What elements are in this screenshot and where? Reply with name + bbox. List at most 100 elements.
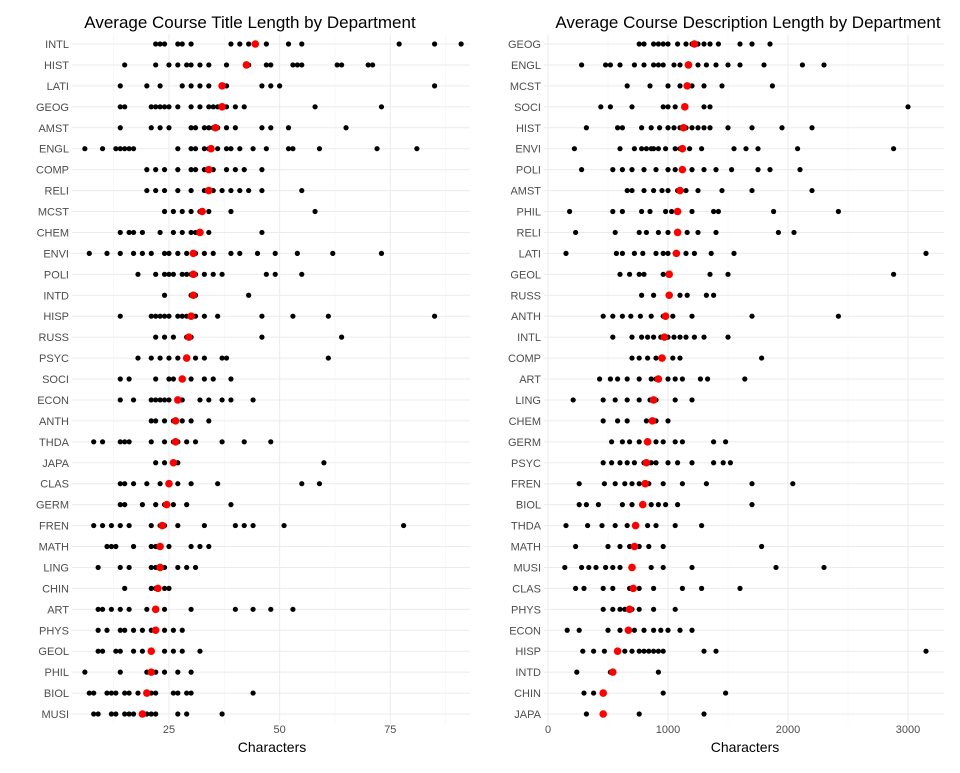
data-point [144, 167, 150, 173]
data-point [655, 229, 662, 236]
data-point [639, 334, 645, 340]
data-point [695, 187, 701, 194]
data-point [153, 167, 159, 173]
data-point [117, 502, 123, 508]
data-point [117, 229, 123, 236]
data-point [122, 104, 128, 110]
data-point [192, 125, 199, 131]
data-point [617, 606, 623, 612]
mean-point [165, 479, 173, 488]
y-tick-label: PSYC [511, 458, 541, 470]
mean-point [218, 103, 226, 111]
data-point [648, 502, 654, 508]
data-point [749, 187, 755, 194]
data-point [769, 83, 776, 89]
data-point [179, 418, 185, 424]
x-tick-label: 2000 [776, 724, 800, 736]
data-point [562, 564, 568, 571]
data-point [343, 125, 349, 131]
data-point [653, 522, 659, 529]
mean-point [599, 689, 607, 697]
data-point [687, 146, 693, 152]
data-point [192, 167, 199, 173]
data-point [723, 439, 729, 445]
data-point [148, 250, 154, 256]
data-point [612, 229, 618, 236]
data-point [254, 250, 261, 256]
y-tick-label: MUSI [514, 562, 542, 574]
data-point [655, 502, 662, 508]
data-point [201, 250, 207, 256]
data-point [188, 690, 194, 696]
data-point [595, 502, 602, 508]
data-point [677, 62, 683, 68]
data-point [219, 397, 225, 403]
data-point [299, 271, 305, 277]
data-point [290, 313, 296, 319]
data-point [665, 418, 671, 424]
data-point [210, 376, 216, 382]
data-point [285, 125, 292, 131]
data-point [617, 543, 623, 550]
mean-point [648, 417, 657, 425]
data-point [232, 606, 238, 612]
data-point [619, 208, 626, 215]
data-point [99, 439, 106, 445]
data-point [715, 41, 722, 47]
data-point [206, 418, 212, 424]
mean-point [178, 375, 187, 383]
data-point [130, 648, 137, 654]
data-point [660, 271, 666, 277]
data-point [148, 125, 154, 131]
data-point [643, 229, 650, 236]
data-point [598, 104, 604, 110]
data-point [108, 690, 115, 696]
data-point [122, 146, 128, 152]
data-point [603, 62, 609, 68]
data-point [99, 606, 106, 612]
data-point [259, 187, 265, 194]
data-point [684, 229, 690, 236]
data-point [605, 627, 611, 633]
data-point [144, 83, 150, 89]
data-point [130, 543, 137, 550]
mean-point [185, 333, 193, 341]
data-point [583, 125, 590, 131]
data-point [639, 208, 645, 215]
data-point [210, 250, 216, 256]
data-point [161, 250, 168, 256]
y-tick-label: HISP [43, 311, 69, 323]
y-tick-label: GEOL [510, 269, 541, 281]
mean-point [196, 228, 204, 237]
mean-point [625, 605, 634, 614]
data-point [325, 313, 331, 319]
data-point [759, 543, 765, 550]
y-tick-label: INTD [515, 667, 541, 679]
data-point [617, 627, 623, 633]
data-point [689, 627, 695, 633]
data-point [636, 376, 642, 382]
mean-point [147, 668, 156, 676]
data-point [651, 146, 657, 152]
mean-point [218, 82, 226, 90]
data-point [725, 271, 731, 277]
data-point [139, 648, 146, 654]
data-point [192, 355, 199, 361]
data-point [161, 648, 168, 654]
data-point [619, 250, 626, 256]
mean-point [673, 228, 682, 237]
data-point [130, 481, 137, 487]
data-point [135, 271, 141, 277]
data-point [201, 522, 207, 529]
data-point [130, 397, 137, 403]
data-point [671, 62, 677, 68]
data-point [617, 62, 623, 68]
data-point [157, 83, 163, 89]
data-point [126, 229, 132, 236]
data-point [627, 439, 633, 445]
data-point [241, 104, 247, 110]
data-point [585, 522, 591, 529]
data-point [431, 41, 438, 47]
data-point [622, 648, 628, 654]
